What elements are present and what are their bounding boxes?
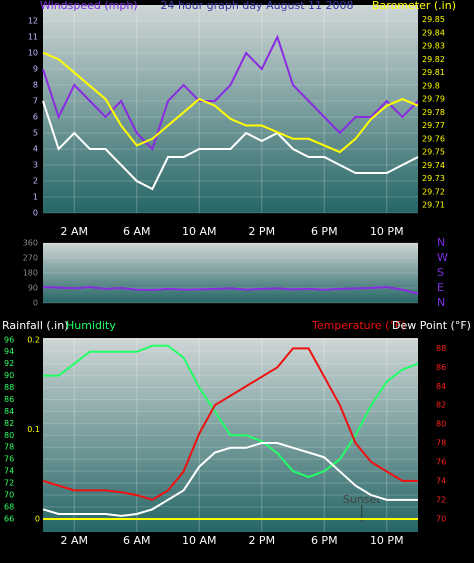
x-tick-label: 6 PM (311, 534, 338, 547)
x-tick-label: 2 AM (60, 225, 88, 238)
y-tick-label: 360 (23, 239, 38, 248)
y2-tick-label: 72 (436, 495, 446, 504)
y-tick-label: 84 (4, 407, 14, 416)
y2-tick-label: 29.76 (422, 134, 445, 143)
x-tick-label: 2 PM (248, 225, 275, 238)
series-line (43, 344, 419, 479)
series-line (42, 51, 419, 154)
y2-tick-label: N (437, 296, 445, 309)
y2-tick-label: 29.81 (422, 68, 445, 77)
x-tick-label: 10 PM (370, 534, 404, 547)
x-tick-label: 10 AM (182, 534, 217, 547)
y3-tick-label: 0.2 (27, 335, 40, 344)
y2-tick-label: S (437, 266, 444, 279)
series-line (42, 347, 418, 501)
series-line (42, 100, 419, 191)
y-tick-label: 86 (4, 395, 14, 404)
y-tick-label: 96 (4, 335, 14, 344)
y-tick-label: 94 (4, 347, 14, 356)
y-tick-label: 90 (4, 371, 14, 380)
annotation: Sunset (343, 493, 381, 506)
y-tick-label: 270 (23, 254, 38, 263)
plot-area (43, 5, 418, 213)
y2-tick-label: 29.82 (422, 55, 445, 64)
y-tick-label: 7 (33, 97, 38, 106)
series-line (42, 286, 419, 295)
x-tick-label: 2 PM (248, 534, 275, 547)
y2-tick-label: 88 (436, 344, 446, 353)
y2-tick-label: N (437, 236, 445, 249)
x-tick-label: 10 AM (182, 225, 217, 238)
y2-tick-label: 76 (436, 457, 446, 466)
chart-title: 24 hour graph day August 11 2008 (160, 0, 353, 12)
y-tick-label: 4 (33, 145, 38, 154)
y2-tick-label: W (437, 251, 448, 264)
y-tick-label: 76 (4, 455, 14, 464)
y2-tick-label: 29.77 (422, 121, 445, 130)
y2-tick-label: 80 (436, 420, 446, 429)
y2-tick-label: 29.8 (422, 81, 440, 90)
plot-area (43, 243, 418, 303)
y-tick-label: 90 (28, 284, 38, 293)
series-line (42, 34, 419, 151)
y2-tick-label: 29.73 (422, 174, 445, 183)
legend-label: Dew Point (°F) (392, 319, 471, 332)
y3-tick-label: 0.1 (27, 425, 40, 434)
x-tick-label: 6 PM (311, 225, 338, 238)
y2-tick-label: 29.84 (422, 28, 445, 37)
y2-tick-label: 78 (436, 439, 446, 448)
y2-axis-title: Barometer (.in) (372, 0, 456, 12)
legend-label: Rainfall (.in) (2, 319, 69, 332)
y-tick-label: 11 (28, 33, 38, 42)
y2-tick-label: 29.78 (422, 108, 445, 117)
y3-tick-label: 0 (35, 515, 40, 524)
y2-tick-label: 29.83 (422, 42, 445, 51)
y-tick-label: 82 (4, 419, 14, 428)
y-tick-label: 6 (33, 113, 38, 122)
y-tick-label: 66 (4, 514, 14, 523)
y-tick-label: 0 (33, 299, 38, 308)
series-line (42, 442, 418, 517)
y-tick-label: 10 (28, 49, 38, 58)
y-tick-label: 70 (4, 490, 14, 499)
y-tick-label: 5 (33, 129, 38, 138)
y-tick-label: 78 (4, 443, 14, 452)
y2-tick-label: 29.75 (422, 148, 445, 157)
y-tick-label: 3 (33, 161, 38, 170)
y2-tick-label: 82 (436, 401, 446, 410)
y2-tick-label: E (437, 281, 444, 294)
y-tick-label: 80 (4, 431, 14, 440)
y2-tick-label: 70 (436, 514, 446, 523)
y-tick-label: 0 (33, 209, 38, 218)
y-tick-label: 92 (4, 359, 14, 368)
y-tick-label: 8 (33, 81, 38, 90)
y2-tick-label: 29.71 (422, 201, 445, 210)
y-tick-label: 2 (33, 177, 38, 186)
legend-label: Humidity (66, 319, 116, 332)
y2-tick-label: 84 (436, 382, 446, 391)
y2-tick-label: 29.72 (422, 187, 445, 196)
y-tick-label: 1 (33, 193, 38, 202)
y2-tick-label: 74 (436, 476, 446, 485)
x-tick-label: 6 AM (123, 534, 151, 547)
y2-tick-label: 29.85 (422, 15, 445, 24)
y-tick-label: 180 (23, 269, 38, 278)
x-tick-label: 6 AM (123, 225, 151, 238)
y2-tick-label: 29.79 (422, 95, 445, 104)
y-tick-label: 12 (28, 17, 38, 26)
y-tick-label: 74 (4, 467, 14, 476)
x-tick-label: 10 PM (370, 225, 404, 238)
y-axis-title: Windspeed (mph) (40, 0, 138, 12)
x-tick-label: 2 AM (60, 534, 88, 547)
y-tick-label: 68 (4, 502, 14, 511)
y2-tick-label: 29.74 (422, 161, 445, 170)
y2-tick-label: 86 (436, 363, 446, 372)
y-tick-label: 72 (4, 479, 14, 488)
y-tick-label: 9 (33, 65, 38, 74)
legend-label: Temperature (°F) (311, 319, 406, 332)
y-tick-label: 88 (4, 383, 14, 392)
